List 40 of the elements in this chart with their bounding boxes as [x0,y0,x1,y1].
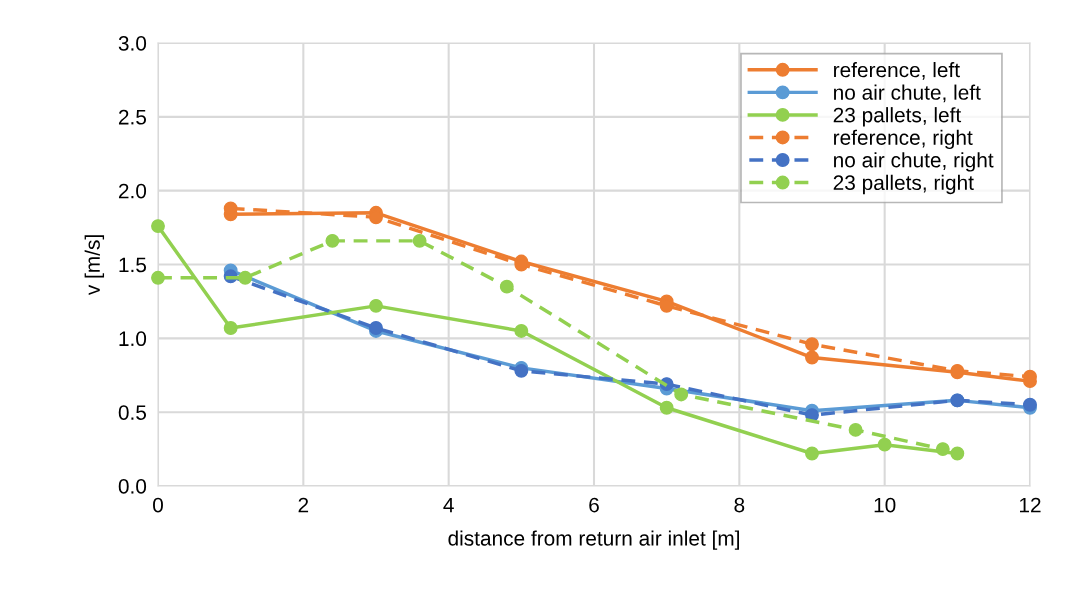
point [514,324,529,338]
point [412,233,427,248]
x-tick-label: 12 [1020,497,1041,513]
x-axis-title: distance from return air inlet [m] [448,530,739,550]
point [877,437,892,452]
point [805,337,819,352]
x-tick-label: 0 [153,497,163,513]
x-tick-label: 2 [298,497,309,513]
x-tick-label: 10 [874,497,896,513]
point [238,270,253,285]
point [499,279,514,294]
legend-label: reference, right [834,129,973,150]
y-tick-label: 2.5 [118,109,147,125]
y-tick-label: 0.0 [118,479,147,494]
x-tick-label: 6 [589,497,599,513]
legend-label: no air chute, left [834,84,981,103]
y-tick-label: 1.0 [119,331,147,347]
legend-label: reference, left [834,62,960,80]
y-tick-label: 0.5 [118,405,147,420]
point [325,233,340,248]
y-axis-title: v [m/s] [84,235,105,296]
y-tick-label: 1.5 [119,257,147,273]
x-tick-label: 8 [734,497,745,513]
y-tick-label: 2.0 [118,183,147,199]
y-tick-label: 3.0 [118,36,147,51]
point [805,446,819,461]
point [151,270,165,285]
point [223,321,238,335]
point [935,442,950,457]
point [805,350,819,365]
point [848,422,863,437]
legend-label: 23 pallets, left [833,107,962,127]
point [151,219,165,234]
point [659,400,674,415]
legend-label: no air chute, right [834,152,994,172]
point [674,387,689,402]
point [950,446,965,461]
x-tick-label: 4 [443,497,454,513]
legend-label: 23 pallets, right [833,174,974,195]
point [369,298,383,313]
